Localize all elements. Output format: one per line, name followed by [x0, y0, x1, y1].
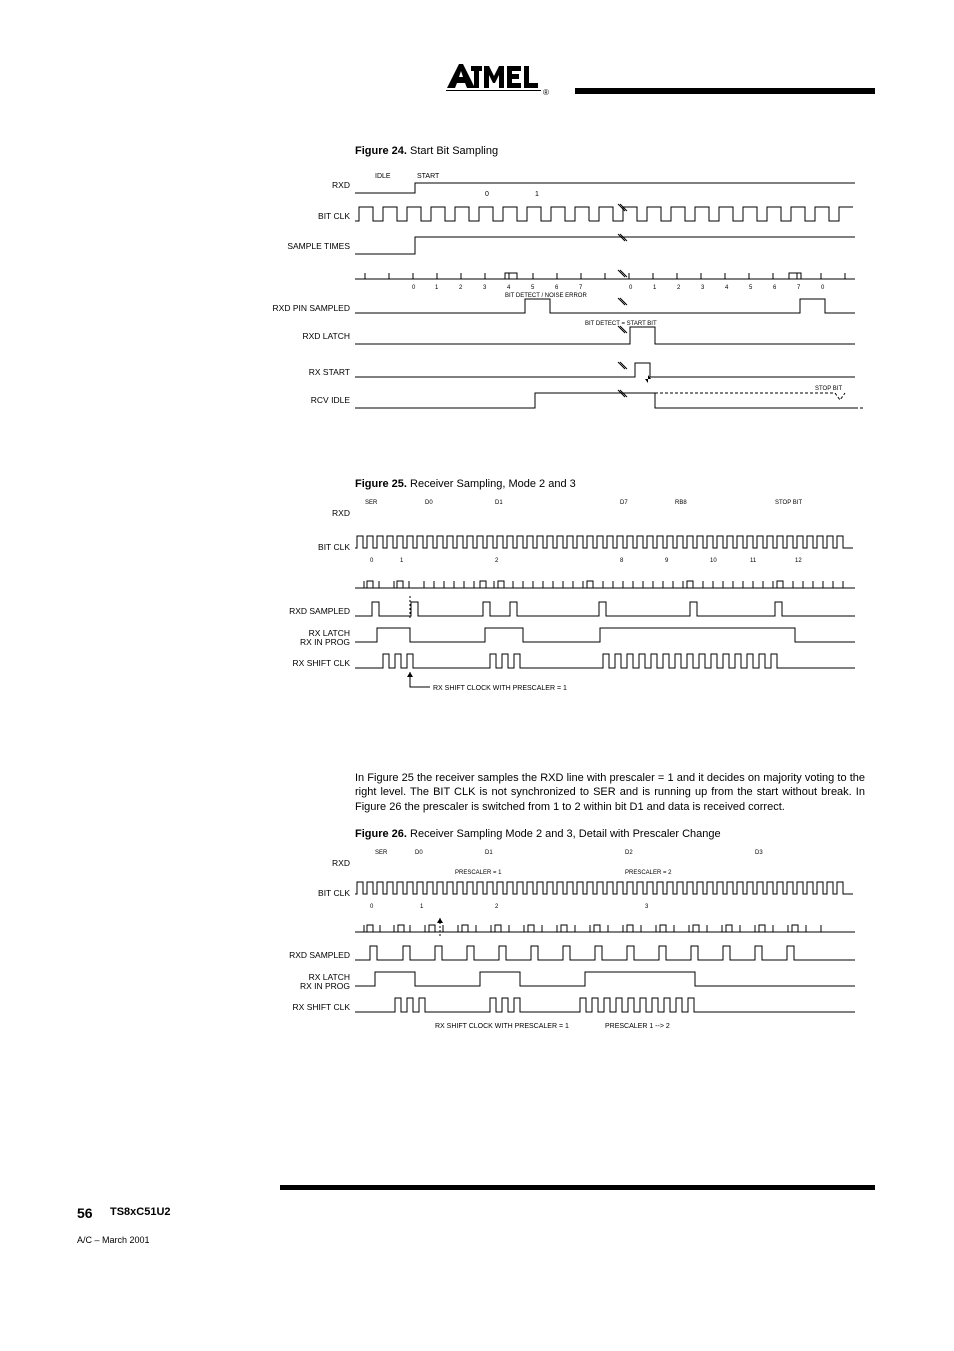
fig26-caption: Figure 26. Receiver Sampling Mode 2 and … — [355, 828, 875, 840]
svg-text:D3: D3 — [755, 850, 763, 856]
fig25-rxdsampled-label: RXD SAMPLED — [230, 607, 350, 616]
svg-text:SER: SER — [375, 850, 388, 856]
svg-text:10: 10 — [710, 558, 717, 564]
svg-text:RX SHIFT CLOCK WITH PRESCALER: RX SHIFT CLOCK WITH PRESCALER = 1 — [435, 1023, 569, 1030]
svg-text:8: 8 — [620, 558, 624, 564]
fig24-start: START — [417, 173, 440, 180]
body-paragraph: In Figure 25 the receiver samples the RX… — [355, 771, 865, 814]
svg-text:2: 2 — [495, 558, 499, 564]
fig25-rxd-label: RXD — [230, 509, 350, 518]
fig24-rxstart-label: RX START — [230, 368, 350, 377]
registered-mark: ® — [543, 88, 549, 97]
fig26-bitclk-label: BIT CLK — [230, 889, 350, 898]
fig24-stopbit: STOP BIT — [815, 386, 842, 392]
svg-text:D1: D1 — [495, 500, 503, 506]
fig24-diagram: RXD IDLE START 0 1 BIT CLK — [355, 163, 875, 453]
svg-text:12: 12 — [795, 558, 802, 564]
fig25-caption: Figure 25. Receiver Sampling, Mode 2 and… — [355, 478, 875, 490]
fig26-diagram: RXD SER D0 D1 D2 D3 PRESCALER = 1 PRESCA… — [355, 846, 875, 1096]
footer-doc: TS8xC51U2 — [110, 1206, 171, 1218]
fig26-rxdsampled-label: RXD SAMPLED — [230, 951, 350, 960]
fig25-note: RX SHIFT CLOCK WITH PRESCALER = 1 — [433, 685, 567, 692]
svg-text:11: 11 — [750, 558, 757, 564]
figure-25: Figure 25. Receiver Sampling, Mode 2 and… — [75, 478, 875, 746]
svg-text:2: 2 — [495, 904, 499, 910]
fig25-rxshift-label: RX SHIFT CLK — [230, 659, 350, 668]
svg-text:3: 3 — [645, 904, 649, 910]
svg-text:0: 0 — [370, 904, 374, 910]
svg-text:9: 9 — [665, 558, 669, 564]
fig25-diagram: RXD SER D0 D1 D7 RB8 STOP BIT BIT CLK — [355, 496, 875, 746]
svg-text:STOP BIT: STOP BIT — [775, 500, 802, 506]
fig24-caption: Figure 24. Start Bit Sampling — [355, 145, 875, 157]
fig24-rxdsampled-label: RXD PIN SAMPLED — [230, 304, 350, 313]
fig25-bitclk-label: BIT CLK — [230, 543, 350, 552]
fig24-bitdetect: BIT DETECT / NOISE ERROR — [505, 293, 587, 299]
fig24-idle: IDLE — [375, 173, 391, 180]
fig24-bitclk-label: BIT CLK — [230, 212, 350, 221]
fig26-rxlatch-label: RX LATCHRX IN PROG — [230, 973, 350, 992]
fig24-rxdlatch-label: RXD LATCH — [230, 332, 350, 341]
page-number: 56 — [77, 1205, 93, 1221]
atmel-logo — [445, 60, 545, 92]
footer-rev: A/C – March 2001 — [77, 1235, 150, 1245]
footer-rule — [280, 1185, 875, 1190]
svg-text:RB8: RB8 — [675, 500, 687, 506]
svg-text:D1: D1 — [485, 850, 493, 856]
svg-text:D2: D2 — [625, 850, 633, 856]
svg-text:PRESCALER 1 --> 2: PRESCALER 1 --> 2 — [605, 1023, 670, 1030]
fig25-rxlatch-label: RX LATCHRX IN PROG — [230, 629, 350, 648]
figure-24: Figure 24. Start Bit Sampling RXD IDLE S… — [75, 145, 875, 453]
fig24-sampletimes-label: SAMPLE TIMES — [230, 242, 350, 251]
svg-text:SER: SER — [365, 500, 378, 506]
svg-text:1: 1 — [400, 558, 404, 564]
svg-text:D0: D0 — [425, 500, 433, 506]
svg-text:D7: D7 — [620, 500, 628, 506]
header-rule — [575, 88, 875, 94]
svg-text:1: 1 — [420, 904, 424, 910]
svg-text:D0: D0 — [415, 850, 423, 856]
page-header: ® — [75, 60, 875, 115]
svg-text:0: 0 — [370, 558, 374, 564]
fig26-rxd-label: RXD — [230, 859, 350, 868]
figure-26: Figure 26. Receiver Sampling Mode 2 and … — [75, 828, 875, 1096]
fig26-rxshift-label: RX SHIFT CLK — [230, 1003, 350, 1012]
fig24-rcvidle-label: RCV IDLE — [230, 396, 350, 405]
svg-text:0: 0 — [485, 191, 489, 198]
svg-text:1: 1 — [535, 191, 539, 198]
fig24-rxd-label: RXD — [230, 181, 350, 190]
fig24-startbit: BIT DETECT = START BIT — [585, 321, 657, 327]
